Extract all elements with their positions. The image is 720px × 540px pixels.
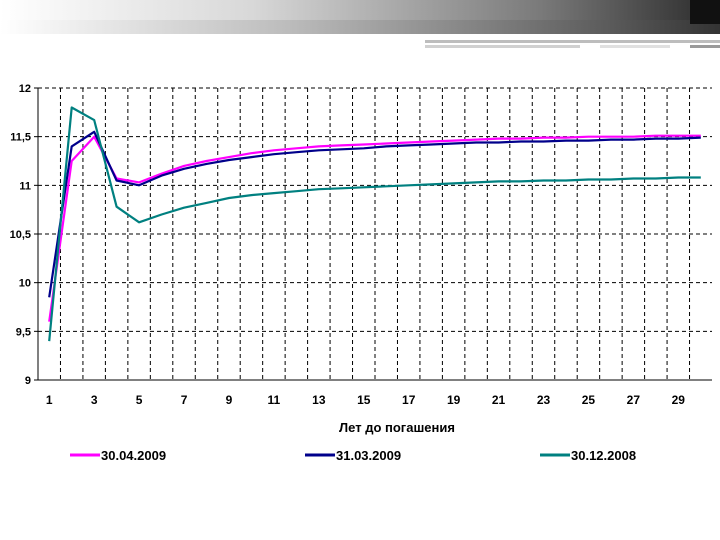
- y-tick-label: 9: [25, 375, 31, 387]
- y-tick-label: 11: [19, 180, 31, 192]
- series-line-30.04.2009: [48, 134, 701, 322]
- grid: [37, 87, 712, 381]
- header-corner-block: [690, 0, 720, 24]
- x-axis-title: Лет до погашения: [339, 420, 455, 435]
- x-tick-label: 27: [627, 393, 641, 407]
- decor-line-3: [600, 45, 670, 48]
- y-tick-label: 10: [19, 278, 31, 290]
- decor-line-1: [425, 40, 720, 43]
- x-tick-label: 13: [312, 393, 326, 407]
- legend: 30.04.2009 31.03.2009 30.12.2008: [70, 448, 636, 463]
- y-tick-label: 10,5: [10, 229, 31, 241]
- x-tick-label: 5: [136, 393, 143, 407]
- legend-label: 31.03.2009: [336, 448, 401, 463]
- x-tick-label: 21: [492, 393, 506, 407]
- slide-header-bar: [0, 0, 720, 34]
- x-tick-label: 3: [91, 393, 98, 407]
- x-tick-label: 19: [447, 393, 461, 407]
- decor-line-2: [425, 45, 580, 48]
- y-tick-label: 12: [19, 83, 31, 95]
- x-tick-label: 25: [582, 393, 596, 407]
- x-tick-label: 29: [672, 393, 686, 407]
- series-lines: [48, 106, 701, 342]
- series-line-30.12.2008: [48, 106, 701, 342]
- x-tick-label: 7: [181, 393, 188, 407]
- x-tick-label: 17: [402, 393, 416, 407]
- y-tick-label: 9,5: [16, 326, 31, 338]
- x-tick-label: 1: [46, 393, 53, 407]
- y-tick-label: 11,5: [10, 132, 31, 144]
- decor-line-4: [690, 45, 720, 48]
- series-line-31.03.2009: [48, 130, 701, 298]
- x-tick-label: 9: [226, 393, 233, 407]
- legend-label: 30.12.2008: [571, 448, 636, 463]
- header-gradient-lower: [0, 20, 720, 34]
- legend-label: 30.04.2009: [101, 448, 166, 463]
- y-axis-ticks: 9 9,5 10 10,5 11 11,5 12: [10, 83, 38, 387]
- x-tick-label: 15: [357, 393, 371, 407]
- header-gradient: [0, 0, 720, 20]
- x-axis-ticks: 1 3 5 7 9 11 13 15 17 19 21 23 25 27 29: [46, 393, 685, 407]
- x-tick-label: 11: [268, 393, 281, 407]
- x-tick-label: 23: [537, 393, 551, 407]
